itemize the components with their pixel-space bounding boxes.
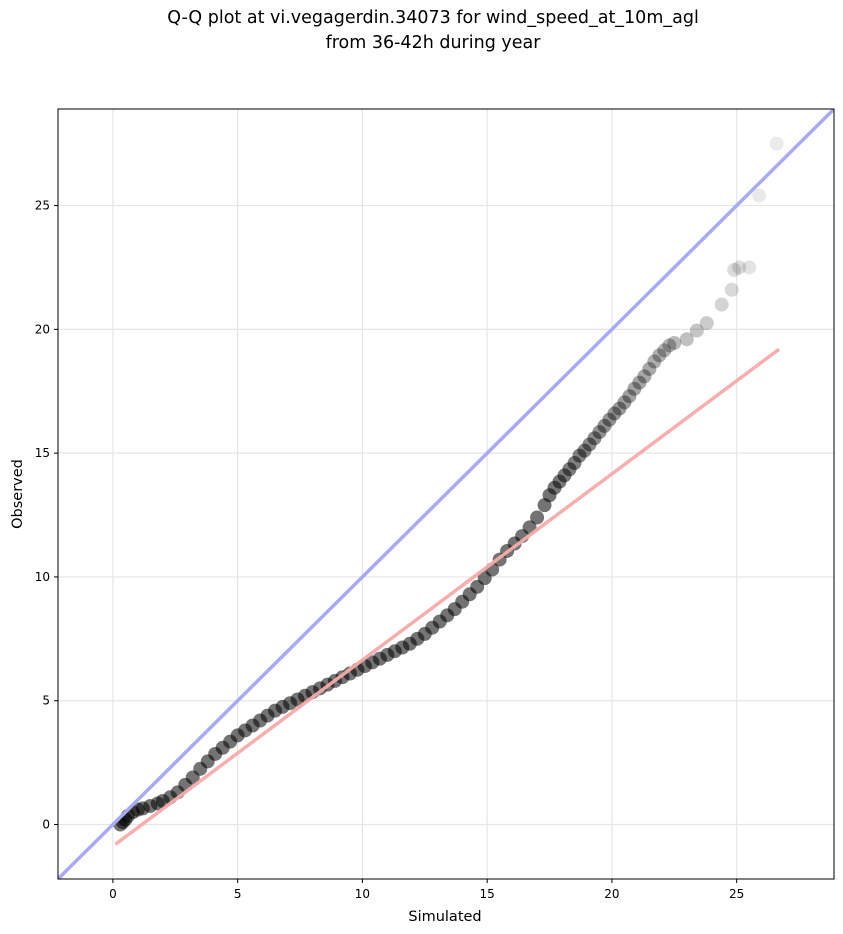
qq-point: [662, 338, 677, 353]
qq-point: [637, 369, 652, 384]
x-axis-label: Simulated: [408, 909, 481, 925]
y-axis-label: Observed: [10, 459, 26, 529]
y-axis-ticks: 0 5 10 15 20 25: [35, 199, 58, 832]
qq-point: [714, 297, 729, 312]
qq-point: [742, 260, 757, 275]
y-tick-label: 15: [35, 446, 50, 460]
qq-point: [617, 395, 632, 410]
x-tick-label: 10: [355, 887, 370, 901]
qq-point: [612, 401, 627, 416]
qq-point: [622, 389, 637, 404]
qq-point: [769, 136, 784, 151]
identity-line: [58, 109, 834, 879]
reference-lines: [58, 109, 834, 879]
x-tick-label: 25: [729, 887, 744, 901]
qq-point: [602, 412, 617, 427]
plot-frame: [57, 108, 835, 880]
qq-point: [647, 354, 662, 369]
qq-point: [567, 456, 582, 471]
qq-point: [572, 448, 587, 463]
x-axis-ticks: 0 5 10 15 20 25: [109, 879, 744, 901]
data-points: [113, 136, 784, 832]
qq-point: [530, 510, 545, 525]
qq-point: [587, 431, 602, 446]
qq-point: [627, 381, 642, 396]
qq-point: [592, 425, 607, 440]
x-tick-label: 15: [480, 887, 495, 901]
qq-point: [699, 316, 714, 331]
qq-point: [577, 443, 592, 458]
grid-lines: [58, 109, 834, 879]
qq-point: [582, 437, 597, 452]
y-tick-label: 5: [42, 694, 50, 708]
chart-subtitle: from 36-42h during year: [326, 33, 542, 53]
qq-point: [689, 323, 704, 338]
qq-point: [724, 282, 739, 297]
qq-point: [632, 375, 647, 390]
qq-point: [752, 188, 767, 203]
qq-point: [657, 343, 672, 358]
qq-point: [727, 262, 742, 277]
fit-line: [114, 347, 781, 846]
y-tick-label: 10: [35, 570, 50, 584]
y-tick-label: 0: [42, 818, 50, 832]
x-tick-label: 0: [109, 887, 117, 901]
x-tick-label: 20: [604, 887, 619, 901]
qq-point: [732, 260, 747, 275]
y-tick-label: 20: [35, 322, 50, 336]
y-tick-label: 25: [35, 199, 50, 213]
chart-title: Q-Q plot at vi.vegagerdin.34073 for wind…: [167, 8, 699, 28]
qq-point: [642, 361, 657, 376]
qq-point: [652, 348, 667, 363]
x-tick-label: 5: [234, 887, 242, 901]
qq-point: [667, 335, 682, 350]
qq-point: [679, 332, 694, 347]
qq-point: [597, 418, 612, 433]
qq-point: [607, 406, 622, 421]
qq-point: [562, 462, 577, 477]
